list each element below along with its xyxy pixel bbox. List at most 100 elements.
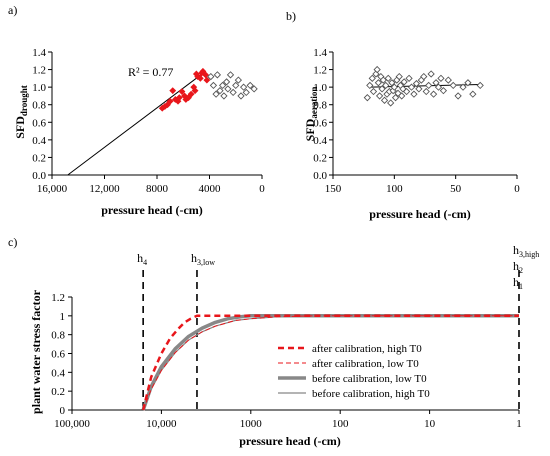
x-tick-label: 100 [386,183,403,195]
panel-c-xlabel: pressure head (-cm) [239,434,341,448]
x-tick-label: 1000 [240,418,263,430]
data-point-open [439,87,448,95]
data-point-open [226,71,235,79]
data-point-open [427,70,435,78]
data-point-open [232,81,240,90]
y-tick-label: 0.0 [313,170,327,182]
data-point-open [213,71,222,79]
y-tick-label: 0.4 [313,135,327,147]
data-point-open [434,83,443,91]
data-point-open [425,81,433,90]
x-tick-label: 10 [424,418,436,430]
threshold-label: h4 [137,251,147,267]
data-point-open [454,92,462,100]
y-tick-label: 0.8 [32,100,46,112]
data-point-open [410,90,418,98]
panel-b-xlabel: pressure head (-cm) [369,207,471,221]
threshold-label: h3,high [513,243,539,259]
data-point-open [369,87,378,96]
data-point-open [374,79,383,87]
y-tick-label: 1.4 [32,47,46,59]
y-tick-label: 0.6 [313,117,327,129]
x-tick-label: 150 [325,183,342,195]
panel-a-xlabel: pressure head (-cm) [101,203,203,217]
y-tick-label: 0.2 [32,152,46,164]
data-point-red [175,94,183,102]
threshold-label: h1 [513,275,523,291]
x-tick-label: 1 [516,418,522,430]
data-point-open [429,90,438,98]
series-line [141,314,519,411]
data-point-open [246,81,254,90]
data-point-open [229,88,237,97]
data-point-open [250,85,258,93]
data-point-open [379,76,387,84]
x-tick-label: 8000 [146,183,169,195]
data-point-open [388,79,396,87]
data-point-open [366,81,374,90]
data-point-open [237,92,245,100]
y-tick-label: 0.4 [51,367,65,379]
x-tick-label: 16,000 [37,183,68,195]
data-point-open [382,81,390,90]
data-point-open [220,92,228,100]
data-point-open [378,85,386,93]
data-point-open [459,83,467,91]
data-point-open [234,76,243,84]
y-tick-label: 0.8 [313,100,327,112]
series-line [142,315,519,411]
data-point-open [464,79,472,87]
legend-label: after calibration, high T0 [312,343,422,355]
panel-a: a) SFDdrought pressure head (-cm) R² = 0… [8,3,265,217]
data-point-open [398,92,406,100]
panel-b-ylabel: SFDaeration [303,87,319,142]
data-point-open [415,85,423,93]
data-point-open [420,72,428,81]
data-point-open [363,94,371,102]
data-point-red [166,97,174,105]
data-point-open [387,99,395,107]
x-tick-label: 0 [259,183,265,195]
data-point-open [402,87,411,96]
legend-label: before calibration, high T0 [312,388,430,400]
data-point-open [222,78,231,86]
panel-c-ylabel: plant water stress factor [29,289,43,414]
panel-a-label: a) [8,3,17,17]
data-point-red [187,90,195,98]
y-tick-label: 0.6 [51,349,65,361]
series-line [141,314,519,411]
x-tick-label: 100,000 [54,418,90,430]
data-point-open [239,83,248,91]
y-tick-label: 0.6 [32,117,46,129]
data-point-open [449,81,457,90]
x-tick-label: 0 [514,183,520,195]
data-point-open [384,74,392,82]
data-point-open [368,74,376,82]
panel-b-label: b) [286,9,296,23]
data-point-open [212,90,220,98]
data-point-red [178,88,186,95]
y-tick-label: 1.4 [313,47,327,59]
data-point-red [202,71,209,79]
panel-a-r2-annotation: R² = 0.77 [128,65,173,79]
data-point-open [476,81,484,90]
y-tick-label: 0.4 [32,135,46,147]
data-point-open [400,78,408,86]
data-point-red [203,76,211,84]
data-point-open [405,74,413,82]
data-point-open [375,92,384,100]
data-point-red [191,87,199,95]
data-point-open [207,72,215,81]
data-point-open [469,90,477,98]
data-point-open [224,85,232,93]
x-tick-label: 12,000 [89,183,120,195]
data-point-open [432,79,440,87]
panel-c-label: c) [8,235,17,249]
threshold-label: h2 [513,259,523,275]
data-point-open [390,83,398,91]
panel-b: b) SFDaeration pressure head (-cm) 0.0 0.… [286,9,520,221]
data-point-open [444,76,452,84]
x-tick-label: 10,000 [146,418,177,430]
y-tick-label: 1.0 [313,82,327,94]
data-point-open [209,81,218,90]
